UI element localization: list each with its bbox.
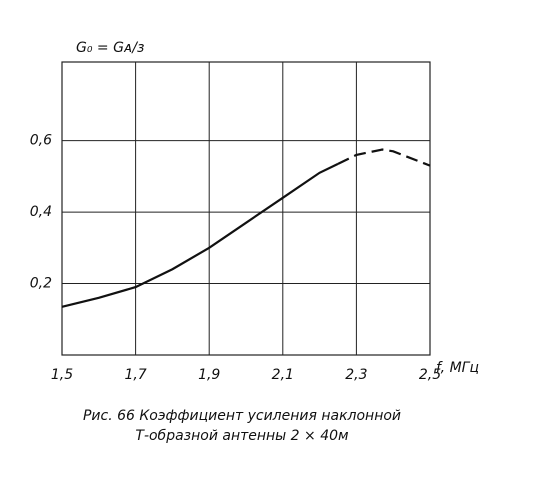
caption: Рис. 66 Коэффициент усиления наклонной [83, 408, 401, 424]
data-line [61, 162, 339, 308]
x-axis-label: f, МГц [436, 360, 479, 376]
x-tick-label: 2,1 [272, 367, 294, 383]
y-tick-label: 0,4 [30, 204, 52, 220]
y-tick-label: 0,6 [30, 133, 52, 149]
data-line [337, 148, 431, 167]
x-tick-label: 1,5 [51, 367, 73, 383]
y-tick-label: 0,2 [30, 276, 52, 292]
x-tick-label: 1,7 [124, 367, 146, 383]
caption: Т-образной антенны 2 × 40м [135, 428, 349, 444]
x-tick-label: 2,5 [419, 367, 441, 383]
x-tick-label: 2,3 [345, 367, 367, 383]
y-axis-label: G₀ = Gᴀ/з [76, 40, 144, 56]
x-tick-label: 1,9 [198, 367, 220, 383]
